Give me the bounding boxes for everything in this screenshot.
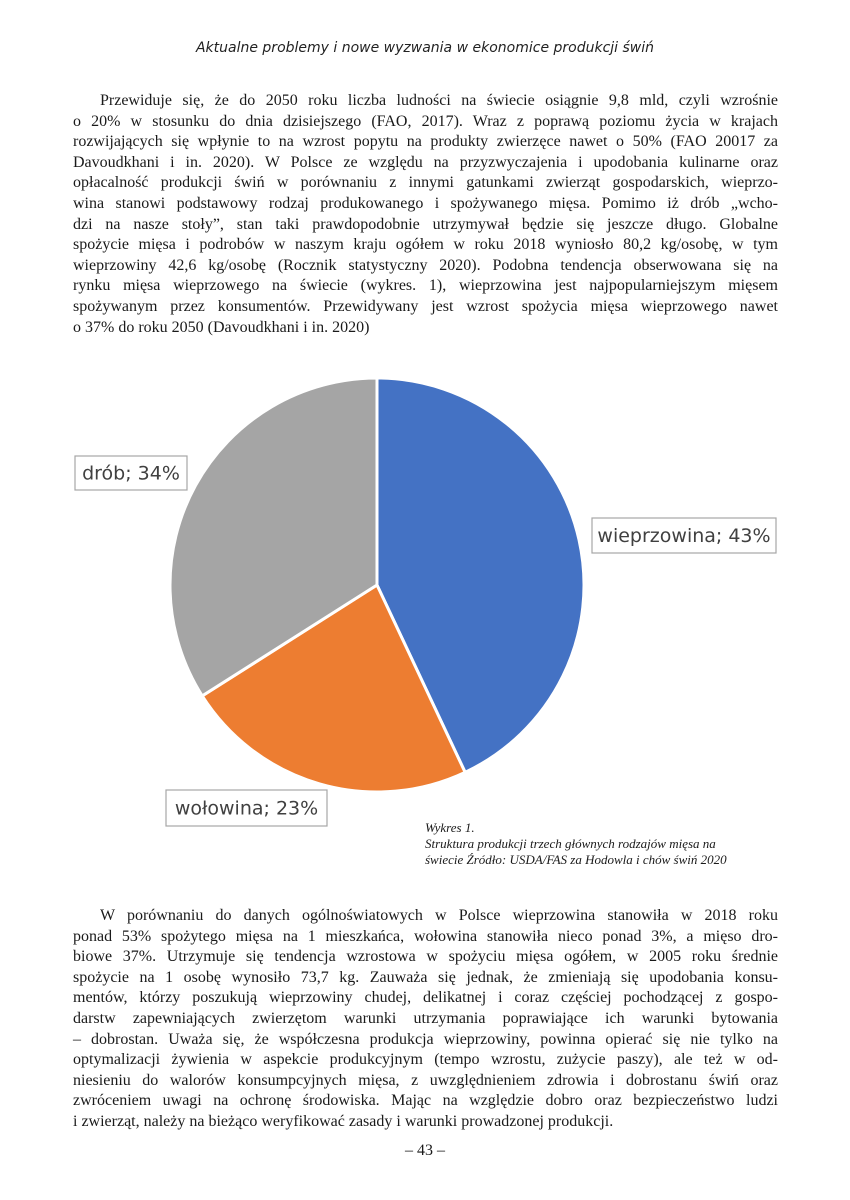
text-line: wina stanowi podstawowy rodzaj produkowa… — [73, 194, 778, 212]
caption-line: Wykres 1. — [425, 820, 475, 835]
caption-line: Struktura produkcji trzech głównych rodz… — [425, 836, 716, 851]
paragraph: Przewiduje się, że do 2050 roku liczba l… — [73, 91, 778, 338]
text-line: i zwierząt, należy na bieżąco weryfikowa… — [73, 1112, 614, 1130]
text-line: wieprzowiny 42,6 kg/osobę (Rocznik staty… — [73, 256, 778, 274]
text-line: dzi na nasze stoły”, stan taki prawdopod… — [73, 215, 778, 233]
label-box — [165, 789, 328, 827]
text-line: opłacalność produkcji świń w porównaniu … — [73, 174, 778, 192]
page-number: – 43 – — [405, 1142, 445, 1159]
data-label: wieprzowina; 43% — [597, 525, 770, 547]
text-line: – dobrostan. Uważa się, że współczesna p… — [73, 1030, 778, 1048]
caption-line: świecie Źródło: USDA/FAS za Hodowla i ch… — [425, 852, 727, 867]
label-box — [591, 517, 777, 554]
header: Aktualne problemy i nowe wyzwania w ekon… — [195, 40, 655, 56]
text-line: darstw zapewniających zwierzętom warunki… — [73, 1009, 778, 1027]
text-line: Przewiduje się, że do 2050 roku liczba l… — [100, 92, 778, 109]
text-line: rozwijających się wpłynie to na wzrost p… — [73, 133, 778, 151]
text-line: ponad 53% spożytego mięsa na 1 mieszkańc… — [73, 927, 778, 945]
caption: Wykres 1. Struktura produkcji trzech głów… — [425, 820, 727, 868]
text-line: zwróceniem uwagi na ochronę środowiska. … — [73, 1092, 778, 1110]
data-label: drób; 34% — [82, 463, 180, 485]
data-label: wołowina; 23% — [175, 798, 318, 820]
text-line: biowe 37%. Utrzymuje się tendencja wzros… — [73, 948, 778, 966]
text-line: spożycie mięsa i podrobów w naszym kraju… — [73, 236, 778, 254]
text-line: spożywanym przez konsumentów. Przewidywa… — [73, 297, 778, 315]
text-line: mentów, którzy poszukują wieprzowiny chu… — [73, 989, 778, 1007]
text-line: optymalizacji żywienia w aspekcie produk… — [73, 1051, 778, 1069]
pie-slice — [168, 376, 379, 698]
paragraph: W porównaniu do danych ogólnoświatowych … — [73, 906, 778, 1133]
text-line: Davoudkhani i in. 2020). W Polsce ze wzg… — [73, 153, 778, 171]
text-line: W porównaniu do danych ogólnoświatowych … — [100, 907, 778, 924]
pie-slice — [375, 376, 586, 775]
label-box — [74, 455, 188, 491]
pie-slice — [200, 582, 468, 794]
text-line: o 20% w stosunku do dnia dzisiejszego (F… — [73, 112, 778, 130]
text-line: niesieniu do walorów konsumpcyjnych mięs… — [73, 1071, 778, 1089]
text-line: rynku mięsa wieprzowego na świecie (wykr… — [73, 277, 778, 295]
text-line: o 37% do roku 2050 (Davoudkhani i in. 20… — [73, 318, 370, 336]
text-line: spożycie na 1 osobę wynosiło 73,7 kg. Za… — [73, 968, 778, 986]
